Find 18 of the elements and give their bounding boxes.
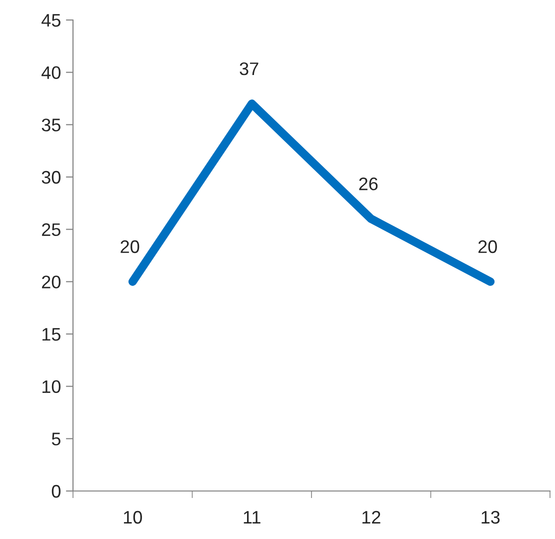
y-tick-label: 45: [42, 14, 60, 27]
y-tick-label: 5: [52, 432, 60, 446]
x-tick-label: 11: [244, 511, 260, 524]
y-tick-label: 10: [42, 380, 60, 394]
y-tick-label: 15: [42, 328, 60, 341]
x-tick-label: 12: [362, 510, 380, 524]
y-tick-label: 0: [52, 484, 60, 498]
data-label: 26: [359, 178, 378, 190]
x-tick-label: 10: [124, 510, 142, 524]
data-label: 20: [478, 240, 497, 254]
y-tick-label: 25: [42, 223, 60, 236]
data-label: 20: [120, 240, 140, 254]
y-tick-label: 40: [42, 66, 60, 80]
x-tick-label: 13: [482, 510, 500, 524]
y-tick-label: 35: [42, 118, 60, 132]
y-tick-label: 20: [42, 276, 60, 288]
y-tick-label: 30: [42, 170, 60, 184]
data-label: 37: [240, 62, 258, 76]
